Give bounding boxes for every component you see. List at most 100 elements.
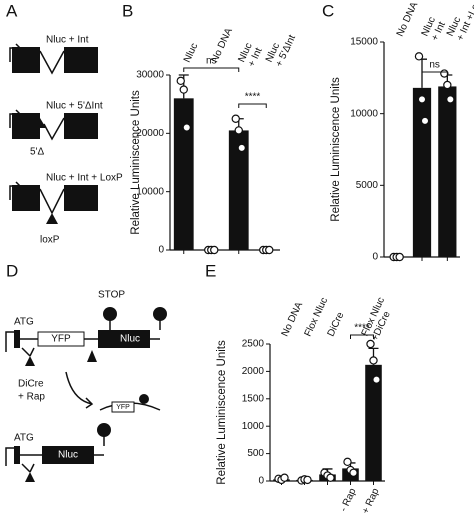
exon bbox=[12, 113, 40, 139]
label: DiCre bbox=[18, 379, 44, 390]
y-tick-label: 0 bbox=[258, 476, 264, 487]
stop-mark bbox=[103, 307, 117, 321]
exon bbox=[14, 330, 20, 348]
x-tick-label: DiCre bbox=[326, 310, 347, 338]
label: STOP bbox=[98, 290, 125, 301]
intron bbox=[43, 117, 65, 141]
panel-letter: C bbox=[322, 1, 334, 20]
loxp-site bbox=[87, 350, 97, 362]
data-point bbox=[372, 375, 381, 384]
x-tick-label: No DNA bbox=[280, 300, 306, 338]
construct-label: Nluc + 5'ΔInt bbox=[46, 101, 103, 112]
data-point bbox=[182, 123, 191, 132]
exon bbox=[14, 446, 20, 464]
construct-label: Nluc + Int bbox=[46, 35, 89, 46]
y-tick-label: 5000 bbox=[356, 180, 379, 191]
stop-mark bbox=[97, 423, 111, 437]
exon bbox=[12, 185, 40, 211]
exon bbox=[64, 47, 98, 73]
splice bbox=[21, 347, 35, 357]
data-point bbox=[210, 245, 219, 255]
splice bbox=[21, 463, 35, 473]
y-tick-label: 15000 bbox=[350, 37, 378, 48]
bar bbox=[173, 98, 194, 250]
label: ATG bbox=[14, 317, 34, 328]
loxp-site bbox=[46, 213, 58, 224]
y-tick-label: 1000 bbox=[242, 421, 265, 432]
significance-label: **** bbox=[245, 92, 261, 103]
data-point bbox=[303, 475, 312, 485]
data-point bbox=[417, 95, 427, 104]
intron bbox=[39, 50, 65, 75]
y-tick-label: 1500 bbox=[242, 393, 265, 404]
y-axis-label: Relative Luminiscence Units bbox=[330, 77, 342, 222]
loxp-label: loxP bbox=[40, 235, 60, 246]
y-tick-label: 0 bbox=[372, 252, 378, 263]
x-tick-label: Nluc bbox=[182, 42, 200, 65]
exon bbox=[12, 47, 40, 73]
loxp-site bbox=[25, 356, 35, 366]
arrow bbox=[65, 371, 94, 409]
x-tick-label: Nluc+ Int bbox=[419, 15, 447, 42]
loxp-site bbox=[25, 472, 35, 482]
x-tick-label: Nluc+ Int +LoxP bbox=[445, 0, 474, 43]
label: Nluc bbox=[58, 450, 78, 461]
deletion-label: 5'Δ bbox=[30, 147, 44, 158]
data-point bbox=[414, 52, 424, 61]
data-point bbox=[237, 143, 246, 153]
y-tick-label: 500 bbox=[247, 448, 264, 459]
panel-letter: B bbox=[122, 1, 133, 20]
data-point bbox=[343, 457, 352, 467]
nluc-box bbox=[42, 446, 94, 464]
y-tick-label: 30000 bbox=[136, 70, 164, 81]
y-axis-label: Relative Luminiscence Units bbox=[216, 340, 228, 485]
y-tick-label: 10000 bbox=[350, 108, 378, 119]
panel-letters: A B C D E bbox=[6, 1, 334, 280]
significance-bracket bbox=[350, 334, 374, 339]
data-point bbox=[349, 468, 358, 477]
data-point bbox=[326, 473, 335, 482]
nluc-box bbox=[98, 330, 150, 348]
label: ATG bbox=[14, 433, 34, 444]
yfp-box bbox=[111, 401, 135, 413]
y-tick-label: 2000 bbox=[242, 366, 265, 377]
diagram-a: Nluc + Int Nluc + 5'ΔInt 5'Δ Nluc + Int … bbox=[9, 35, 123, 246]
significance-label: **** bbox=[354, 323, 370, 334]
x-tick-label: + Rap bbox=[360, 486, 382, 515]
bar bbox=[438, 86, 457, 257]
exon bbox=[64, 185, 98, 211]
bar bbox=[412, 87, 432, 257]
data-point bbox=[179, 85, 188, 94]
y-tick-label: 2500 bbox=[242, 339, 265, 350]
panel-letter: A bbox=[6, 1, 18, 20]
data-point bbox=[231, 114, 240, 123]
label: + Rap bbox=[18, 392, 45, 403]
x-tick-label: Nluc+ Int bbox=[236, 41, 264, 68]
label: YFP bbox=[116, 404, 130, 411]
promoter bbox=[5, 447, 14, 466]
x-tick-label: Nluc+ 5'ΔInt bbox=[263, 28, 297, 68]
label: Nluc bbox=[120, 334, 140, 345]
y-tick-label: 20000 bbox=[136, 128, 164, 139]
x-tick-label: No DNA bbox=[395, 0, 421, 38]
x-tick-label: - Rap bbox=[338, 486, 358, 513]
promoter bbox=[5, 331, 14, 352]
data-point bbox=[366, 339, 375, 349]
data-point bbox=[446, 95, 455, 104]
data-point bbox=[420, 116, 430, 126]
group-label: Flox Nluc+DiCre bbox=[359, 296, 397, 343]
y-tick-label: 0 bbox=[158, 245, 164, 256]
data-point bbox=[369, 356, 378, 365]
significance-bracket bbox=[238, 103, 267, 108]
data-point bbox=[234, 126, 243, 135]
stop-mark bbox=[153, 307, 167, 321]
significance-bracket bbox=[183, 67, 240, 72]
bar bbox=[365, 364, 382, 481]
significance-label: ns bbox=[429, 60, 440, 71]
y-tick-label: 10000 bbox=[136, 186, 164, 197]
panel-letter: E bbox=[205, 261, 216, 280]
intron bbox=[39, 188, 65, 215]
stop-mark bbox=[139, 394, 149, 404]
label: YFP bbox=[51, 334, 71, 345]
